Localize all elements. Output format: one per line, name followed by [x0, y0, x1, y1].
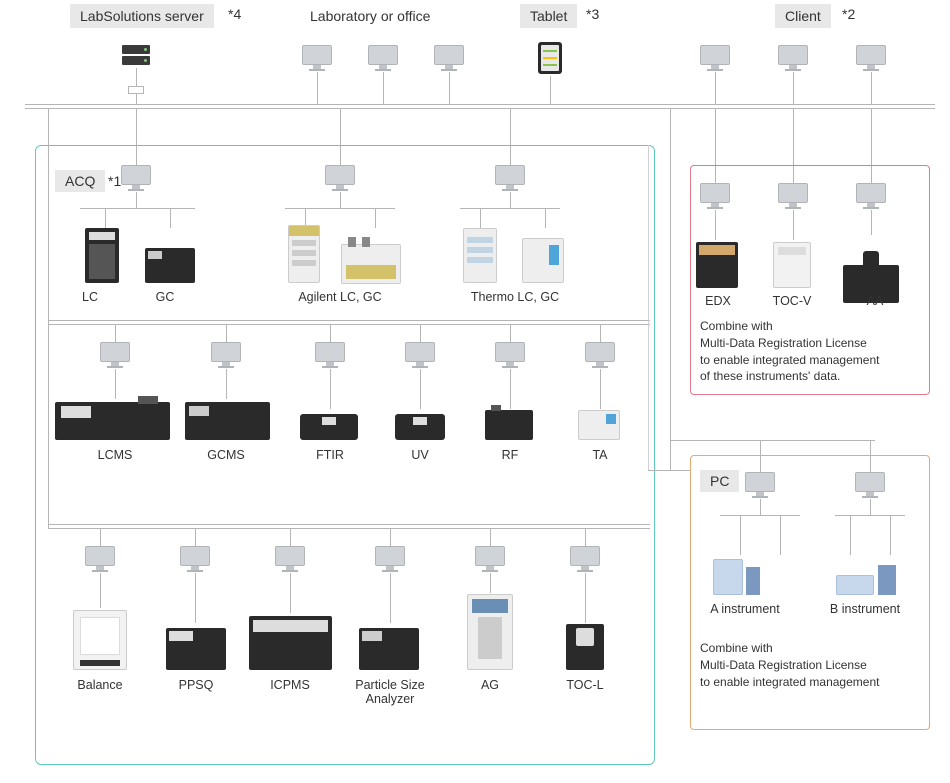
- instrument-thermo-lc: [460, 228, 500, 283]
- instrument-agilent-lc: [285, 225, 323, 283]
- monitor-icon: [778, 183, 808, 209]
- ref-acq: *1: [108, 173, 121, 189]
- monitor-icon: [325, 165, 355, 191]
- ref-client: *2: [842, 6, 855, 22]
- instrument-tocl: [565, 622, 605, 670]
- monitor-icon: [495, 342, 525, 368]
- monitor-icon: [121, 165, 151, 191]
- label-thermo: Thermo LC, GC: [460, 290, 570, 304]
- monitor-icon: [368, 45, 398, 71]
- label-tocv: TOC-V: [752, 294, 832, 308]
- label-rf: RF: [470, 448, 550, 462]
- label-tocl: TOC-L: [545, 678, 625, 692]
- monitor-icon: [570, 546, 600, 572]
- monitor-icon: [315, 342, 345, 368]
- label-tablet: Tablet: [520, 4, 577, 28]
- instrument-ftir: [300, 412, 358, 440]
- monitor-icon: [211, 342, 241, 368]
- instrument-uv: [395, 412, 445, 440]
- label-aa: AA: [835, 294, 915, 308]
- instrument-thermo-gc: [520, 238, 565, 283]
- instrument-ta: [578, 408, 620, 440]
- instrument-gcms: [185, 400, 270, 440]
- instrument-b: [835, 560, 897, 595]
- label-a-instrument: A instrument: [700, 602, 790, 616]
- monitor-icon: [856, 183, 886, 209]
- label-b-instrument: B instrument: [820, 602, 910, 616]
- monitor-icon: [180, 546, 210, 572]
- monitor-icon: [856, 45, 886, 71]
- instrument-tocv: [772, 240, 812, 288]
- instrument-edx: [695, 240, 739, 288]
- label-lc: LC: [65, 290, 115, 304]
- monitor-icon: [100, 342, 130, 368]
- tablet-icon: [538, 42, 562, 74]
- note-orange: Combine with Multi-Data Registration Lic…: [700, 640, 920, 690]
- label-server: LabSolutions server: [70, 4, 214, 28]
- label-lcms: LCMS: [75, 448, 155, 462]
- label-psa: Particle Size Analyzer: [350, 678, 430, 706]
- label-ppsq: PPSQ: [156, 678, 236, 692]
- instrument-balance: [72, 608, 128, 670]
- monitor-icon: [405, 342, 435, 368]
- label-ta: TA: [560, 448, 640, 462]
- monitor-icon: [700, 183, 730, 209]
- note-red: Combine with Multi-Data Registration Lic…: [700, 318, 920, 385]
- label-ag: AG: [450, 678, 530, 692]
- monitor-icon: [778, 45, 808, 71]
- instrument-lc: [82, 228, 122, 283]
- ref-server: *4: [228, 6, 241, 22]
- label-balance: Balance: [60, 678, 140, 692]
- label-lab: Laboratory or office: [300, 4, 440, 28]
- monitor-icon: [700, 45, 730, 71]
- instrument-ppsq: [165, 625, 227, 670]
- label-icpms: ICPMS: [250, 678, 330, 692]
- instrument-agilent-gc: [340, 242, 402, 284]
- tag-pc: PC: [700, 470, 739, 492]
- tag-acq: ACQ: [55, 170, 105, 192]
- instrument-gc: [145, 248, 195, 283]
- label-client: Client: [775, 4, 831, 28]
- monitor-icon: [85, 546, 115, 572]
- instrument-aa: [842, 235, 900, 288]
- label-agilent: Agilent LC, GC: [290, 290, 390, 304]
- monitor-icon: [855, 472, 885, 498]
- instrument-ag: [466, 592, 514, 670]
- monitor-icon: [495, 165, 525, 191]
- label-gcms: GCMS: [186, 448, 266, 462]
- monitor-icon: [745, 472, 775, 498]
- server-icon: [122, 45, 150, 65]
- instrument-rf: [485, 408, 533, 440]
- label-ftir: FTIR: [290, 448, 370, 462]
- label-edx: EDX: [678, 294, 758, 308]
- instrument-icpms: [248, 614, 333, 670]
- monitor-icon: [475, 546, 505, 572]
- label-gc: GC: [140, 290, 190, 304]
- instrument-lcms: [55, 400, 170, 440]
- instrument-psa: [358, 625, 420, 670]
- monitor-icon: [434, 45, 464, 71]
- monitor-icon: [375, 546, 405, 572]
- monitor-icon: [275, 546, 305, 572]
- monitor-icon: [302, 45, 332, 71]
- ref-tablet: *3: [586, 6, 599, 22]
- instrument-a: [712, 555, 760, 595]
- label-uv: UV: [380, 448, 460, 462]
- monitor-icon: [585, 342, 615, 368]
